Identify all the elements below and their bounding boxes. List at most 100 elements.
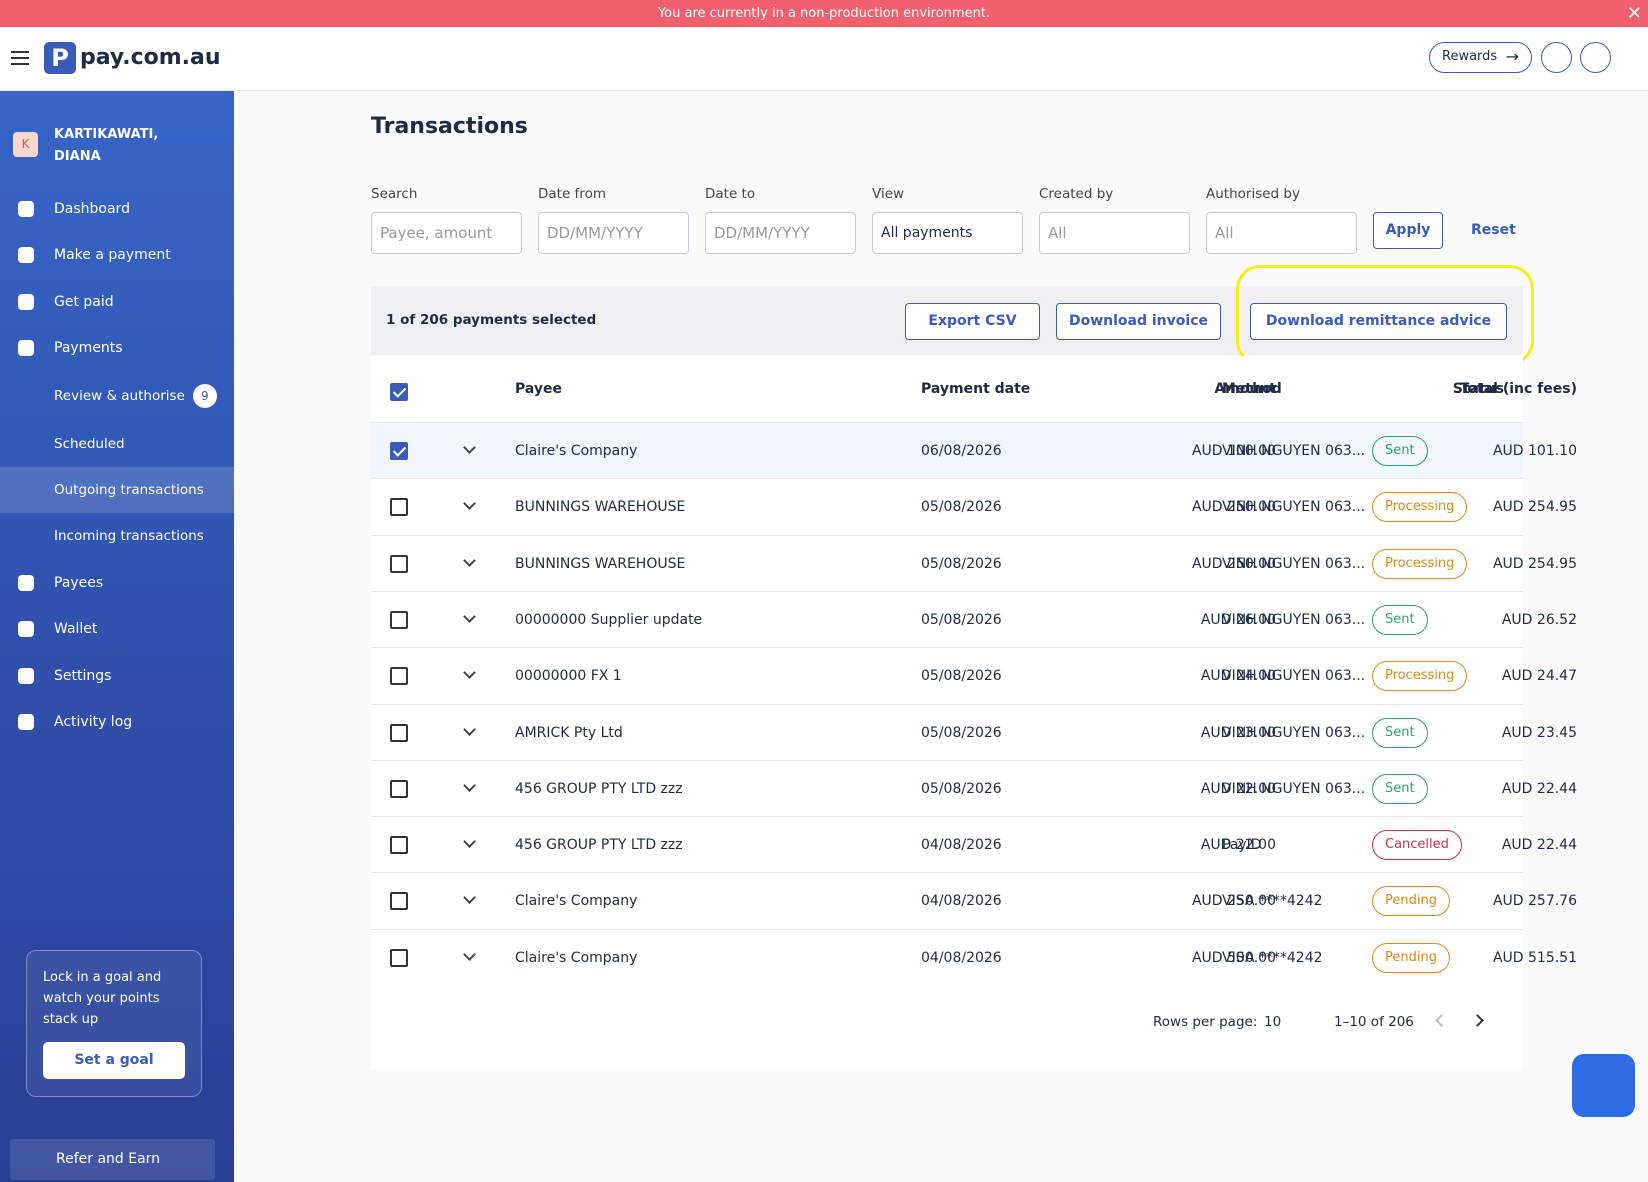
- row-checkbox[interactable]: [390, 667, 408, 686]
- cell: AUD 22.44: [1501, 837, 1577, 854]
- rows-per-page[interactable]: 10: [1264, 1014, 1282, 1030]
- row-checkbox[interactable]: [390, 836, 408, 855]
- nav-icon: [18, 668, 34, 684]
- row-checkbox[interactable]: [390, 723, 408, 742]
- nav-item[interactable]: Review & authorise 9: [0, 373, 234, 419]
- filter-input[interactable]: Payee, amount: [371, 212, 522, 254]
- expand-row[interactable]: [463, 835, 476, 848]
- row-checkbox[interactable]: [390, 610, 408, 629]
- expand-row[interactable]: [463, 891, 476, 905]
- set-goal-button[interactable]: Set a goal: [43, 1042, 185, 1079]
- close-banner[interactable]: ✕: [1626, 3, 1642, 24]
- table-row[interactable]: AMRICK Pty Ltd AUD 23.00 05/08/2026 AUD 23.…: [371, 703, 1577, 760]
- reset-button[interactable]: Reset: [1471, 222, 1516, 238]
- expand-row[interactable]: [463, 553, 476, 567]
- nav-item[interactable]: Payments: [0, 325, 234, 371]
- expand-row[interactable]: [463, 610, 476, 623]
- table-row[interactable]: 00000000 Supplier update AUD 26.00 05/08/2…: [371, 590, 1577, 647]
- table-row[interactable]: BUNNINGS WAREHOUSE AUD 250.00 05/08/2026 AU…: [371, 534, 1577, 591]
- nav-icon: [18, 247, 34, 263]
- logo[interactable]: pay.com.au: [80, 45, 221, 70]
- filter-label: Created by: [1039, 186, 1114, 202]
- refer-link[interactable]: Refer and Earn: [10, 1139, 215, 1180]
- table-row[interactable]: 00000000 FX 1 AUD 24.00 05/08/2026 AUD 24.4…: [371, 647, 1577, 703]
- selection-count: 1 of 206 payments selected: [386, 312, 597, 328]
- nav-item[interactable]: Outgoing transactions: [0, 467, 234, 513]
- filter-input[interactable]: All: [1206, 212, 1357, 254]
- expand-row[interactable]: [463, 441, 476, 454]
- cell: Claire's Company: [515, 893, 638, 910]
- filter-input[interactable]: DD/MM/YYYY: [538, 212, 689, 254]
- cell: 06/08/2026: [921, 443, 1002, 459]
- nav-item[interactable]: Settings: [0, 653, 234, 699]
- table-row[interactable]: Claire's Company AUD 250.00 04/08/2026 AUD …: [371, 872, 1577, 928]
- cell: VINH NGUYEN 063...: [1222, 555, 1366, 572]
- column-header[interactable]: Payment date: [921, 381, 1031, 397]
- status-pill: Pending: [1372, 942, 1450, 973]
- nav-label: Payees: [54, 575, 104, 591]
- row-checkbox[interactable]: [390, 442, 408, 460]
- profile[interactable]: [1580, 42, 1611, 73]
- cell: AUD 22.00: [1200, 837, 1276, 854]
- user-name[interactable]: KARTIKAWATI, DIANA: [54, 127, 159, 164]
- rewards-button[interactable]: Rewards: [1429, 42, 1532, 73]
- cell: 456 GROUP PTY LTD zzz: [515, 837, 683, 854]
- action-button[interactable]: Export CSV: [905, 303, 1040, 340]
- top-bar: P pay.com.au Rewards: [0, 27, 1648, 91]
- nav-item[interactable]: Dashboard: [0, 186, 234, 232]
- cell: 456 GROUP PTY LTD zzz: [515, 780, 683, 797]
- cell: Claire's Company: [515, 443, 638, 459]
- row-checkbox[interactable]: [390, 779, 408, 798]
- next-page[interactable]: [1471, 1014, 1484, 1027]
- action-button[interactable]: Download invoice: [1056, 303, 1221, 340]
- filter-input[interactable]: DD/MM/YYYY: [705, 212, 856, 254]
- nav-item[interactable]: Incoming transactions: [0, 513, 234, 559]
- cell: VINH NGUYEN 063...: [1222, 443, 1366, 459]
- cell: 00000000 FX 1: [515, 668, 622, 685]
- cell: VINH NGUYEN 063...: [1222, 668, 1366, 685]
- row-checkbox[interactable]: [390, 948, 408, 967]
- table-row[interactable]: Claire's Company AUD 100.00 06/08/2026 AUD …: [371, 422, 1577, 478]
- column-header[interactable]: Payee: [515, 381, 563, 397]
- table-row[interactable]: 456 GROUP PTY LTD zzz AUD 22.00 04/08/2026…: [371, 816, 1577, 872]
- page-range: 1–10 of 206: [1334, 1014, 1414, 1030]
- cell: 04/08/2026: [921, 893, 1002, 910]
- chat-button[interactable]: [1572, 1054, 1635, 1117]
- nav-item[interactable]: Get paid: [0, 279, 234, 325]
- table-row[interactable]: BUNNINGS WAREHOUSE AUD 250.00 05/08/2026 AU…: [371, 478, 1577, 534]
- row-checkbox[interactable]: [390, 892, 408, 911]
- nav-label: Scheduled: [54, 436, 125, 452]
- column-header: Method: [1222, 381, 1282, 397]
- notifications[interactable]: [1541, 42, 1572, 73]
- cell: AUD 250.00: [1191, 499, 1276, 516]
- column-header: Total (inc fees): [1459, 381, 1577, 397]
- env-banner: You are currently in a non-production en…: [0, 0, 1648, 27]
- expand-row[interactable]: [463, 497, 476, 511]
- nav-item[interactable]: Wallet: [0, 606, 234, 652]
- action-button[interactable]: Download remittance advice: [1250, 303, 1507, 340]
- prev-page[interactable]: [1435, 1014, 1448, 1027]
- expand-row[interactable]: [463, 722, 476, 736]
- nav-item[interactable]: Make a payment: [0, 232, 234, 278]
- select-all-checkbox[interactable]: [390, 383, 408, 401]
- expand-row[interactable]: [463, 666, 476, 680]
- table-row[interactable]: Claire's Company AUD 500.00 04/08/2026 AUD …: [371, 928, 1577, 985]
- expand-row[interactable]: [463, 778, 476, 792]
- row-checkbox[interactable]: [390, 554, 408, 573]
- nav-item[interactable]: Scheduled: [0, 421, 234, 467]
- filter-label: Authorised by: [1206, 186, 1300, 202]
- nav-item[interactable]: Activity log: [0, 699, 234, 745]
- menu-button[interactable]: [11, 51, 29, 65]
- nav-item[interactable]: Payees: [0, 560, 234, 606]
- cell: AUD 100.00: [1191, 443, 1276, 459]
- row-checkbox[interactable]: [390, 498, 408, 517]
- column-header: Amount: [1214, 381, 1276, 397]
- filter-input[interactable]: All: [1039, 212, 1190, 254]
- expand-row[interactable]: [463, 947, 476, 961]
- apply-button[interactable]: Apply: [1373, 212, 1443, 249]
- filter-input[interactable]: All payments: [872, 212, 1023, 254]
- table-row[interactable]: 456 GROUP PTY LTD zzz AUD 22.00 05/08/2026…: [371, 759, 1577, 816]
- status-pill: Sent: [1372, 604, 1428, 635]
- cell: 05/08/2026: [921, 555, 1002, 572]
